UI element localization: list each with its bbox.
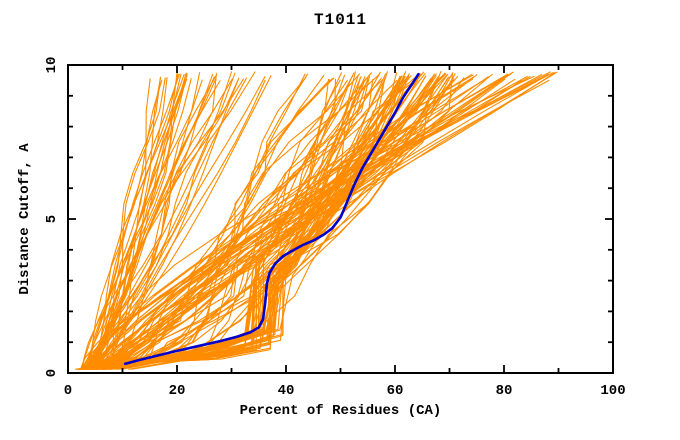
model-curve <box>101 77 361 370</box>
model-curve <box>90 75 354 370</box>
model-curve <box>107 77 162 370</box>
model-curve <box>101 76 307 370</box>
model-curve <box>87 78 434 370</box>
x-tick-label: 100 <box>600 383 625 399</box>
model-curve <box>100 73 179 370</box>
curve-layer <box>75 70 558 370</box>
model-curve <box>85 79 352 370</box>
model-curve <box>83 72 187 370</box>
model-curve <box>103 79 374 370</box>
model-curve <box>89 78 384 370</box>
y-tick-label: 5 <box>44 215 60 223</box>
model-curve <box>107 73 380 370</box>
model-curve <box>82 77 387 370</box>
model-curve <box>88 76 162 370</box>
x-axis-label: Percent of Residues (CA) <box>239 403 442 419</box>
x-tick-label: 40 <box>278 383 295 399</box>
x-tick-label: 20 <box>169 383 186 399</box>
chart-title: T1011 <box>313 11 367 29</box>
model-curve <box>101 75 401 370</box>
y-tick-label: 10 <box>44 57 60 74</box>
model-curve <box>93 75 217 370</box>
model-curve <box>83 74 444 370</box>
model-curve <box>91 77 240 370</box>
model-curve <box>80 73 182 370</box>
model-curve <box>90 73 509 370</box>
model-curve <box>116 72 201 370</box>
model-curve <box>81 75 490 370</box>
model-curve <box>94 75 402 370</box>
model-curve <box>92 73 454 370</box>
model-curve <box>78 78 333 370</box>
model-curve <box>88 71 389 370</box>
x-tick-label: 80 <box>496 383 513 399</box>
x-tick-label: 60 <box>387 383 404 399</box>
highlighted-model-curve <box>123 72 420 366</box>
model-curve <box>108 79 349 370</box>
y-tick-label: 0 <box>44 369 60 377</box>
model-curve <box>115 75 441 370</box>
x-tick-label: 0 <box>64 383 72 399</box>
model-curve <box>81 78 245 370</box>
model-curve <box>94 77 382 370</box>
model-curve <box>91 79 550 370</box>
model-curve <box>96 71 178 370</box>
model-curve <box>94 73 473 370</box>
model-curve <box>84 73 181 370</box>
model-curve <box>90 78 233 370</box>
